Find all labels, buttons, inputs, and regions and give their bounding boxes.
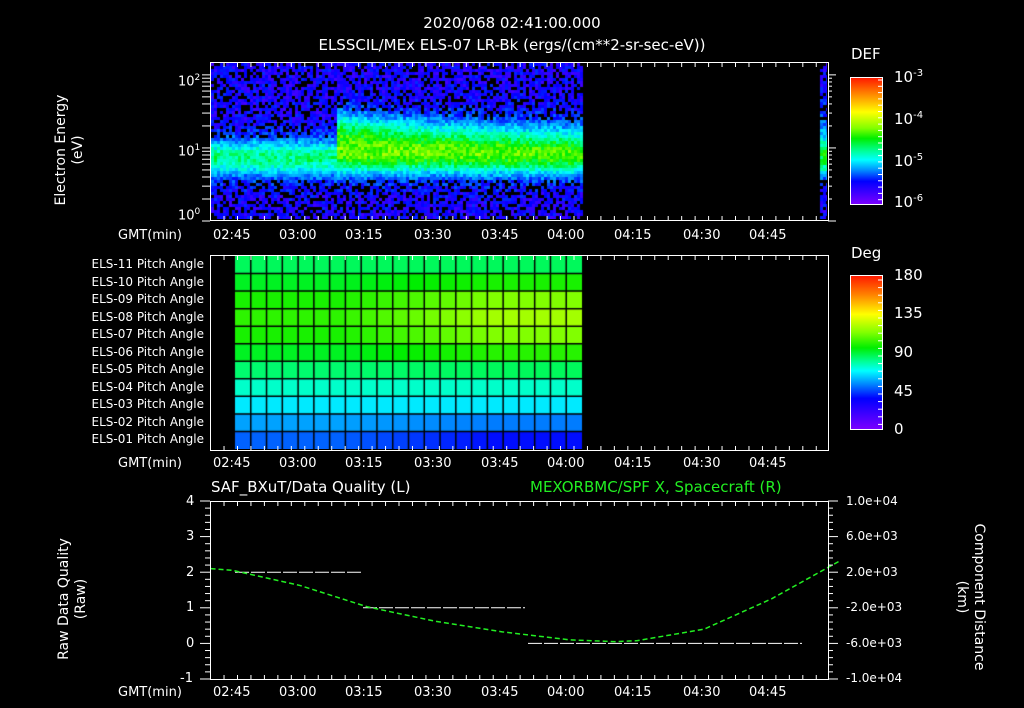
def-colorbar [850, 77, 883, 205]
timestamp: 2020/068 02:41:00.000 [423, 14, 601, 32]
left-ytick: 2 [186, 565, 195, 580]
panel2-frame [210, 255, 829, 451]
left-ytick: 3 [186, 529, 195, 544]
time-tick: 04:00 [547, 685, 585, 700]
pitch-angle-row-label: ELS-07 Pitch Angle [91, 327, 204, 342]
cb-tick-1e-5: 10-5 [894, 152, 924, 170]
pitch-angle-row-label: ELS-05 Pitch Angle [91, 362, 204, 377]
pitch-angle-row-label: ELS-04 Pitch Angle [91, 379, 204, 394]
panel3-left-title: SAF_BXuT/Data Quality (L) [211, 478, 411, 496]
left-ytick: 0 [186, 636, 195, 651]
cb-tick-1e-4: 10-4 [894, 110, 924, 128]
time-tick: 03:15 [345, 228, 383, 243]
time-tick: 03:15 [345, 456, 383, 471]
ytick-100: 102 [178, 73, 201, 90]
time-tick: 03:30 [414, 685, 452, 700]
pitch-angle-row-label: ELS-02 Pitch Angle [91, 414, 204, 429]
right-ytick: 2.0e+03 [846, 565, 898, 579]
pitch-angle-row-label: ELS-03 Pitch Angle [91, 397, 204, 412]
right-ytick: 1.0e+04 [846, 494, 898, 508]
pitch-angle-row-label: ELS-09 Pitch Angle [91, 292, 204, 307]
pitch-angle-row-label: ELS-06 Pitch Angle [91, 344, 204, 359]
time-tick: 03:00 [279, 228, 317, 243]
time-tick: 04:15 [614, 456, 652, 471]
time-tick: 02:45 [213, 685, 251, 700]
cb-tick-180: 180 [894, 266, 923, 284]
time-tick: 03:45 [481, 228, 519, 243]
time-tick: 04:15 [614, 228, 652, 243]
time-tick: 04:00 [547, 228, 585, 243]
def-colorbar-title: DEF [851, 45, 881, 63]
panel3-frame [210, 501, 829, 680]
left-ytick: 4 [186, 494, 195, 509]
ytick-10: 101 [178, 143, 201, 160]
time-tick: 04:00 [547, 456, 585, 471]
time-tick: 03:45 [481, 685, 519, 700]
panel3-right-title: MEXORBMC/SPF X, Spacecraft (R) [530, 478, 782, 496]
time-tick: 04:45 [749, 456, 787, 471]
ytick-1: 100 [178, 207, 201, 224]
time-tick: 02:45 [213, 228, 251, 243]
time-tick: 03:15 [345, 685, 383, 700]
time-tick: 04:15 [614, 685, 652, 700]
panel3-time-axis: GMT(min) 02:45 03:00 03:15 03:30 03:45 0… [0, 685, 1024, 701]
panel1-frame [210, 62, 829, 221]
time-tick: 03:30 [414, 456, 452, 471]
deg-colorbar [850, 275, 883, 430]
right-ytick: -6.0e+03 [846, 636, 903, 650]
time-tick: 04:45 [749, 228, 787, 243]
cb-tick-0: 0 [894, 420, 904, 438]
time-tick: 04:30 [683, 685, 721, 700]
pitch-angle-row-label: ELS-11 Pitch Angle [91, 257, 204, 271]
cb-tick-135: 135 [894, 304, 923, 322]
electron-spectrogram [211, 63, 827, 219]
deg-colorbar-title: Deg [851, 244, 882, 262]
pitch-angle-grid [211, 256, 827, 449]
time-tick: 03:30 [414, 228, 452, 243]
time-axis-label: GMT(min) [118, 228, 182, 243]
time-axis-label: GMT(min) [118, 685, 182, 700]
panel1-time-axis: GMT(min) 02:45 03:00 03:15 03:30 03:45 0… [0, 228, 1024, 244]
right-ytick: -1.0e+04 [846, 671, 903, 685]
panel2-time-axis: GMT(min) 02:45 03:00 03:15 03:30 03:45 0… [0, 456, 1024, 472]
pitch-angle-row-label: ELS-01 Pitch Angle [91, 432, 204, 447]
time-tick: 04:45 [749, 685, 787, 700]
cb-tick-90: 90 [894, 343, 914, 361]
time-tick: 03:00 [279, 685, 317, 700]
cb-tick-45: 45 [894, 382, 914, 400]
pitch-angle-row-label: ELS-10 Pitch Angle [91, 274, 204, 289]
pitch-angle-row-label: ELS-08 Pitch Angle [91, 309, 204, 324]
time-tick: 04:30 [683, 456, 721, 471]
cb-tick-1e-6: 10-6 [894, 193, 924, 211]
time-tick: 03:00 [279, 456, 317, 471]
time-axis-label: GMT(min) [118, 456, 182, 471]
panel1-title: ELSSCIL/MEx ELS-07 LR-Bk (ergs/(cm**2-sr… [318, 36, 706, 54]
time-tick: 02:45 [213, 456, 251, 471]
right-ytick: 6.0e+03 [846, 529, 898, 543]
left-ytick: 1 [186, 600, 195, 615]
left-ytick: -1 [180, 671, 193, 686]
cb-tick-1e-3: 10-3 [894, 68, 924, 86]
time-tick: 04:30 [683, 228, 721, 243]
time-tick: 03:45 [481, 456, 519, 471]
right-ytick: -2.0e+03 [846, 600, 903, 614]
